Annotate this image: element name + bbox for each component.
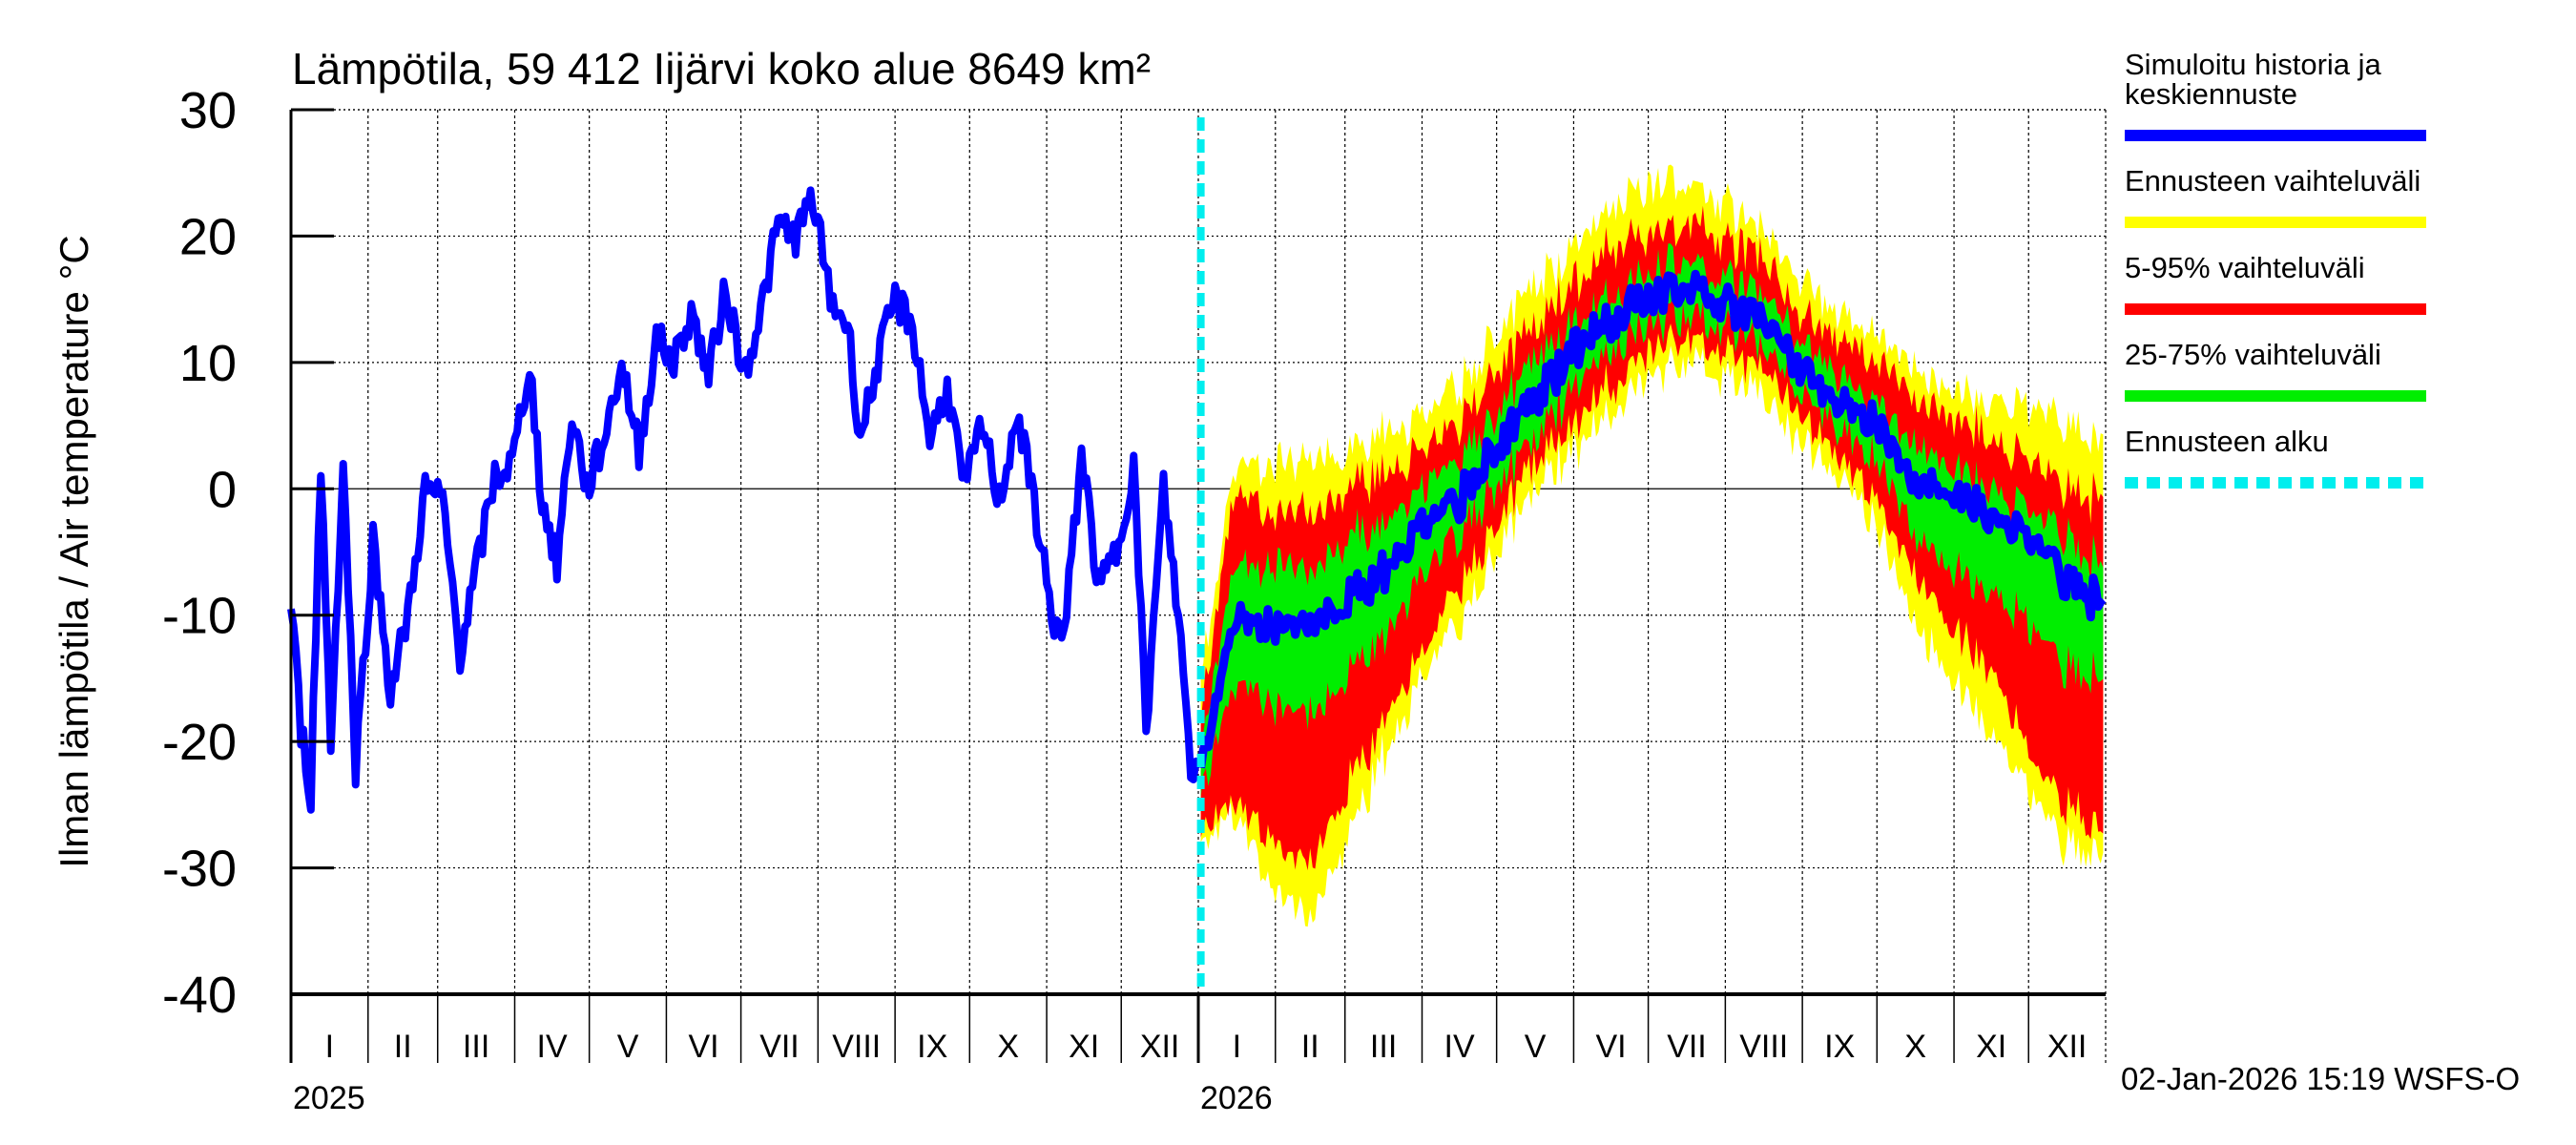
timestamp: 02-Jan-2026 15:19 WSFS-O [2121,1061,2520,1096]
month-label: II [1301,1029,1319,1065]
month-label: X [1904,1029,1926,1065]
year-label: 2025 [293,1080,365,1116]
month-label: III [463,1029,489,1065]
month-label: XII [1140,1029,1180,1065]
y-tick-label: -40 [162,967,237,1024]
month-label: VII [1667,1029,1707,1065]
band-full-range [1200,164,2104,927]
month-label: VII [759,1029,800,1065]
month-label: VI [1595,1029,1626,1065]
y-tick-label: 30 [179,82,237,139]
y-tick-label: 0 [208,461,237,518]
history-line [287,186,1204,814]
month-label: X [997,1029,1019,1065]
year-label: 2026 [1200,1080,1273,1116]
series-lines [287,117,2107,994]
month-label: I [1233,1029,1241,1065]
month-label: III [1370,1029,1397,1065]
y-tick-label: -30 [162,841,237,898]
legend-label: 25-75% vaihteluväli [2125,338,2381,371]
chart-title: Lämpötila, 59 412 Iijärvi koko alue 8649… [292,44,1151,94]
month-label: V [1525,1029,1547,1065]
month-label: V [617,1029,639,1065]
legend-label: keskiennuste [2125,77,2297,111]
month-label: IV [537,1029,568,1065]
month-label: VIII [1739,1029,1788,1065]
month-label: I [325,1029,334,1065]
y-tick-label: -20 [162,714,237,771]
y-axis-label: Ilman lämpötila / Air temperature °C [52,235,96,867]
legend-label: Ennusteen alku [2125,425,2329,458]
month-label: IX [917,1029,947,1065]
y-tick-label: 20 [179,208,237,265]
month-label: XI [1976,1029,2006,1065]
band-25-75 [1200,243,2104,798]
month-label: VI [688,1029,718,1065]
y-tick-label: 10 [179,335,237,392]
legend-label: Ennusteen vaihteluväli [2125,164,2420,198]
band-5-95 [1200,205,2104,871]
month-label: IX [1824,1029,1855,1065]
forecast-bands [1200,164,2104,927]
legend-label: 5-95% vaihteluväli [2125,251,2365,284]
y-tick-label: -10 [162,588,237,645]
legend-label: Simuloitu historia ja [2125,48,2382,81]
month-label: VIII [832,1029,881,1065]
month-label: XI [1069,1029,1099,1065]
month-label: II [394,1029,412,1065]
month-label: IV [1444,1029,1475,1065]
median-forecast-line [1196,269,2107,769]
month-label: XII [2047,1029,2088,1065]
